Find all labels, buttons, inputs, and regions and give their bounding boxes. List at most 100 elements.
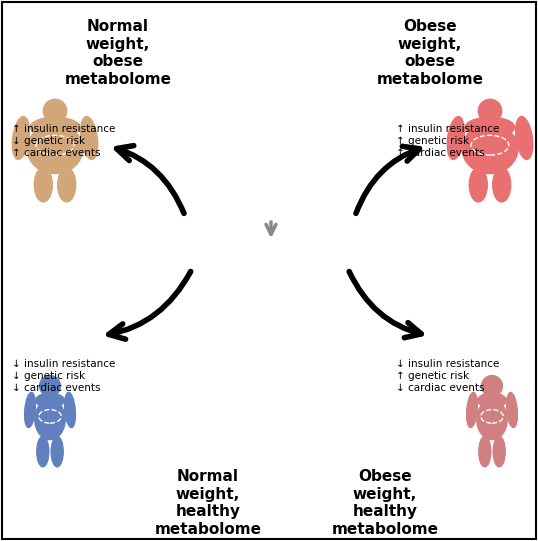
Point bbox=[370, 282, 378, 291]
Point bbox=[253, 327, 262, 336]
Point bbox=[251, 319, 260, 328]
Point bbox=[338, 342, 346, 351]
Point bbox=[351, 265, 360, 274]
Point bbox=[300, 346, 308, 354]
Point bbox=[315, 280, 324, 289]
Point bbox=[362, 304, 371, 313]
Point bbox=[325, 340, 334, 349]
Point bbox=[286, 301, 295, 309]
Point bbox=[358, 309, 366, 318]
Point bbox=[304, 282, 313, 291]
Point bbox=[364, 304, 373, 313]
Point bbox=[249, 338, 258, 346]
Point bbox=[247, 325, 256, 333]
Point bbox=[316, 311, 325, 319]
Point bbox=[356, 281, 364, 289]
Point bbox=[300, 312, 308, 321]
Point bbox=[305, 283, 313, 292]
Point bbox=[338, 279, 346, 288]
Point bbox=[356, 307, 364, 316]
Point bbox=[189, 387, 197, 396]
Point bbox=[274, 339, 282, 347]
Point bbox=[315, 285, 324, 294]
Point bbox=[286, 299, 294, 307]
Point bbox=[356, 298, 364, 306]
Point bbox=[358, 288, 367, 296]
Point bbox=[191, 352, 200, 361]
Point bbox=[374, 280, 383, 289]
Point bbox=[259, 309, 267, 318]
Point bbox=[275, 319, 284, 327]
Point bbox=[344, 299, 352, 307]
Point bbox=[239, 291, 247, 300]
Text: ↑ insulin resistance
↓ genetic risk
↑ cardiac events: ↑ insulin resistance ↓ genetic risk ↑ ca… bbox=[12, 124, 115, 157]
Point bbox=[242, 351, 251, 360]
Point bbox=[343, 301, 352, 309]
Point bbox=[340, 268, 349, 276]
Point bbox=[269, 332, 278, 340]
Text: Normal
weight,
healthy
metabolome: Normal weight, healthy metabolome bbox=[154, 470, 261, 537]
Point bbox=[225, 372, 234, 380]
Point bbox=[254, 308, 263, 316]
Point bbox=[381, 269, 390, 278]
Point bbox=[318, 314, 327, 323]
Point bbox=[252, 345, 260, 353]
Point bbox=[345, 310, 353, 319]
Point bbox=[374, 280, 383, 289]
Point bbox=[358, 279, 366, 287]
Point bbox=[364, 313, 373, 321]
Point bbox=[335, 313, 344, 322]
Point bbox=[219, 365, 228, 373]
Point bbox=[249, 343, 257, 352]
Point bbox=[346, 303, 355, 312]
Point bbox=[260, 345, 269, 353]
Point bbox=[213, 360, 221, 368]
Point bbox=[254, 355, 263, 364]
Point bbox=[254, 325, 263, 334]
Point bbox=[345, 310, 354, 319]
Point bbox=[278, 344, 287, 352]
Point bbox=[331, 328, 339, 337]
Point bbox=[225, 292, 233, 300]
Point bbox=[231, 346, 240, 354]
Point bbox=[220, 307, 228, 315]
Point bbox=[297, 315, 306, 324]
Point bbox=[278, 314, 286, 322]
Point bbox=[254, 326, 263, 335]
Point bbox=[254, 344, 263, 352]
Point bbox=[355, 338, 364, 347]
Point bbox=[316, 313, 324, 322]
Point bbox=[288, 313, 296, 322]
Point bbox=[367, 296, 376, 305]
Point bbox=[333, 290, 342, 299]
Point bbox=[254, 332, 263, 340]
Point bbox=[242, 350, 250, 359]
Point bbox=[321, 283, 330, 292]
Point bbox=[250, 327, 259, 335]
Point bbox=[378, 313, 387, 321]
Point bbox=[305, 304, 313, 312]
Point bbox=[289, 359, 298, 368]
Point bbox=[397, 261, 406, 270]
Point bbox=[206, 362, 215, 371]
Point bbox=[201, 329, 209, 338]
Point bbox=[245, 319, 253, 327]
Point bbox=[398, 265, 407, 273]
Point bbox=[250, 362, 259, 371]
Point bbox=[332, 281, 341, 289]
Point bbox=[327, 339, 336, 347]
Point bbox=[332, 350, 341, 359]
Point bbox=[357, 294, 365, 303]
Point bbox=[350, 279, 359, 288]
Point bbox=[353, 327, 362, 335]
Point bbox=[289, 308, 298, 317]
Point bbox=[296, 334, 305, 342]
Point bbox=[277, 314, 286, 322]
Point bbox=[239, 294, 248, 302]
Point bbox=[300, 370, 309, 379]
Point bbox=[369, 309, 377, 318]
Point bbox=[360, 295, 369, 304]
Point bbox=[343, 288, 352, 297]
Point bbox=[259, 385, 267, 394]
Point bbox=[274, 342, 283, 351]
